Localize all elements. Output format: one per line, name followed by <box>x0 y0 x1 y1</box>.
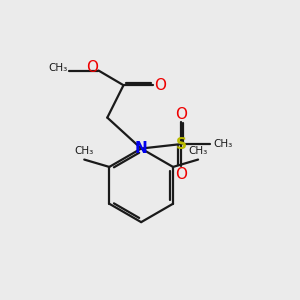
Text: O: O <box>86 60 98 75</box>
Text: CH₃: CH₃ <box>213 139 233 149</box>
Text: O: O <box>154 78 166 93</box>
Text: N: N <box>135 141 148 156</box>
Text: O: O <box>175 106 187 122</box>
Text: CH₃: CH₃ <box>75 146 94 156</box>
Text: O: O <box>175 167 187 182</box>
Text: CH₃: CH₃ <box>48 63 68 73</box>
Text: S: S <box>176 136 186 152</box>
Text: CH₃: CH₃ <box>188 146 208 156</box>
